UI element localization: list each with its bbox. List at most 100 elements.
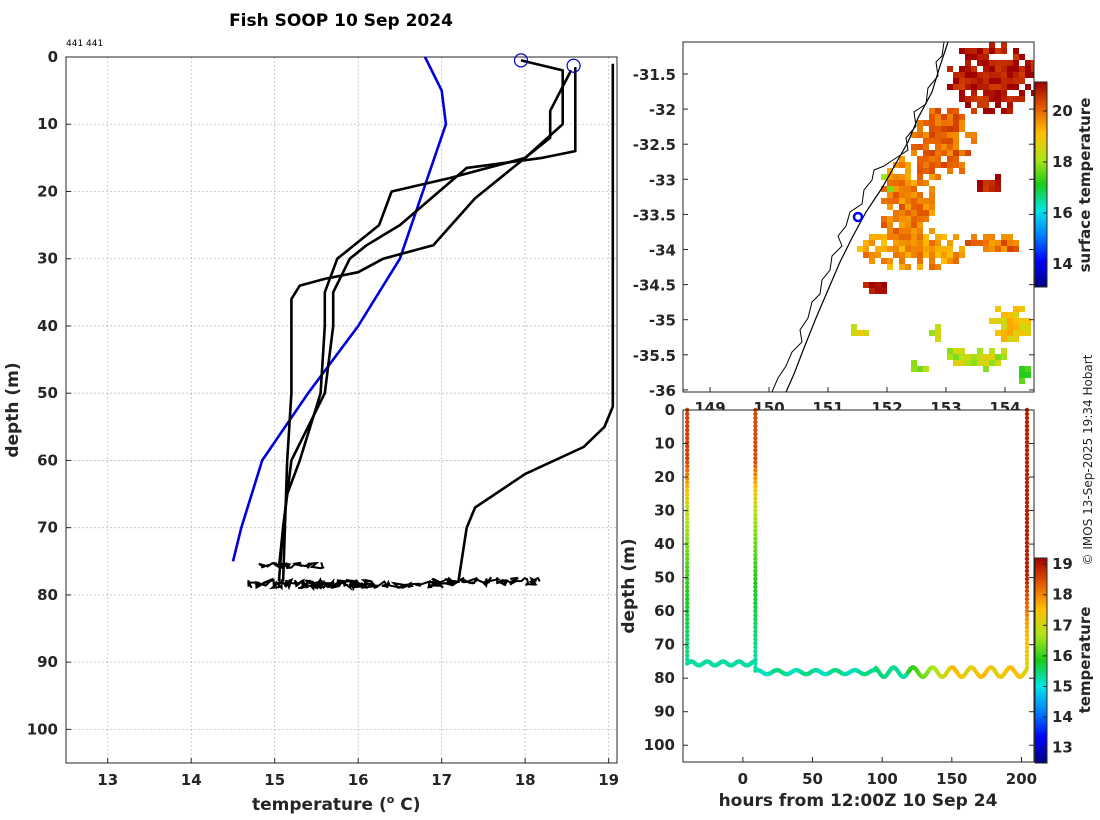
sst-pixel [959,90,965,96]
sst-pixel [869,240,875,246]
sst-pixel [983,54,989,60]
sst-pixel [1007,240,1013,246]
profile-start-marker [566,58,581,73]
timeseries-point [685,423,690,429]
sst-pixel [911,150,917,156]
timeseries-point [1024,596,1030,602]
sst-pixel [953,144,959,150]
sst-pixel [905,186,911,192]
timeseries-point [753,629,758,634]
sst-pixel [941,126,947,132]
sst-pixel [947,258,953,264]
sst-pixel [887,228,893,234]
sst-pixel [995,84,1001,90]
timeseries-point [1024,431,1030,437]
sst-pixel [905,240,911,246]
timeseries-point [685,580,690,586]
sst-pixel [971,66,977,72]
timeseries-point [1023,668,1029,673]
timeseries-point [752,659,758,664]
sst-pixel [947,114,953,120]
sst-pixel [1031,60,1034,66]
timeseries-point [753,580,758,586]
timeseries-point [753,637,758,642]
timeseries-y-label: depth (m) [619,538,639,633]
sst-pixel [1001,318,1007,324]
timeseries-point [685,431,690,437]
sst-pixel [941,132,947,138]
sst-pixel [965,102,971,108]
sst-pixel [947,150,953,156]
sst-pixel [941,252,947,258]
sst-pixel [929,192,935,198]
timeseries-point [685,592,690,598]
sst-pixel [983,66,989,72]
sst-pixel [887,180,893,186]
timeseries-point [753,633,758,638]
sst-pixel [863,282,869,288]
sst-pixel [869,258,875,264]
sst-pixel [881,186,887,192]
timeseries-point [753,653,758,658]
timeseries-point [685,568,690,574]
sst-pixel [911,360,917,366]
sst-pixel [965,48,971,54]
sst-pixel [911,204,917,210]
sst-pixel [983,246,989,252]
sst-pixel [869,288,875,294]
sst-pixel [917,228,923,234]
sst-pixel [863,240,869,246]
sst-pixel [965,60,971,66]
sst-pixel [893,186,899,192]
sst-pixel [1019,96,1025,102]
sst-pixel [947,126,953,132]
timeseries-point [753,468,758,473]
sst-pixel [1001,354,1007,360]
sst-pixel [917,240,923,246]
timeseries-x-label: hours from 12:00Z 10 Sep 24 [719,791,998,811]
sst-pixel [905,234,911,240]
timeseries-point [1024,560,1030,566]
map-lat-tick-label: -33.5 [633,206,676,224]
sst-pixel [965,96,971,102]
sst-pixel [917,210,923,216]
timeseries-point [753,600,758,606]
sst-pixel [899,156,905,162]
sst-pixel [911,234,917,240]
map-colorbar-tick-label: 18 [1052,153,1073,171]
timeseries-point [753,520,758,525]
sst-pixel [977,72,983,78]
sst-pixel [1007,324,1013,330]
timeseries-point [1024,625,1030,630]
sst-pixel [905,192,911,198]
timeseries-y-tick-label: 0 [665,401,675,419]
timeseries-point [1024,552,1030,557]
timeseries-point [685,464,690,469]
sst-pixel [983,366,989,372]
sst-pixel [995,72,1001,78]
sst-pixel [1007,246,1013,252]
sst-pixel [887,204,893,210]
sst-pixel [977,102,983,108]
sst-pixel [947,246,953,252]
sst-pixel [863,330,869,336]
sst-pixel [899,162,905,168]
sst-pixel [917,180,923,186]
sst-pixel [929,132,935,138]
sst-pixel [917,252,923,258]
timeseries-point [685,544,690,549]
timeseries-point [1024,500,1030,505]
timeseries-point [685,468,690,473]
sst-pixel [893,180,899,186]
sst-pixel [1001,312,1007,318]
timeseries-point [685,604,690,610]
sst-pixel [971,240,977,246]
sst-pixel [917,216,923,222]
sst-pixel [989,246,995,252]
sst-pixel [1013,48,1019,54]
timeseries-point [1024,645,1030,650]
sst-pixel [1025,372,1031,378]
timeseries-point [753,411,758,417]
sst-pixel [977,360,983,366]
profile-y-tick-label: 30 [37,250,58,268]
